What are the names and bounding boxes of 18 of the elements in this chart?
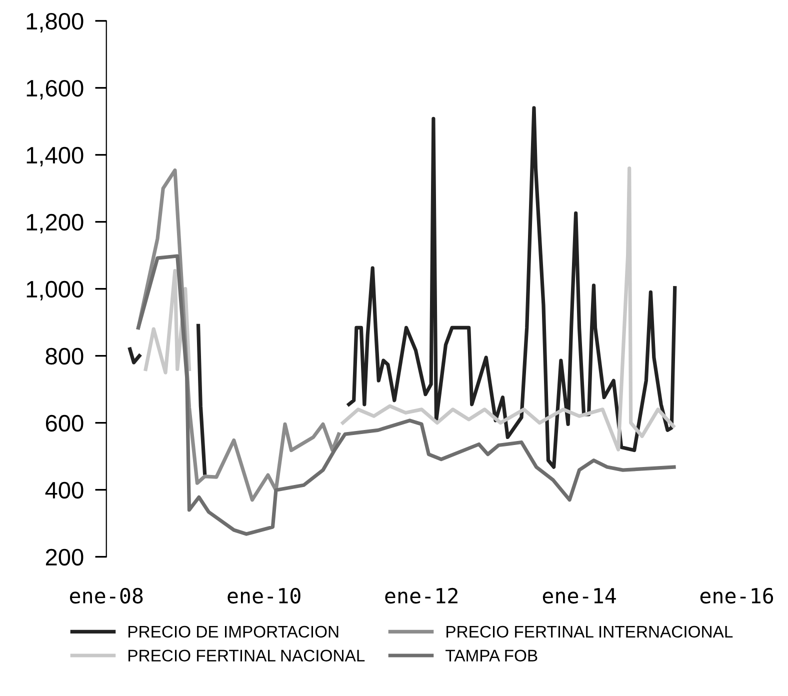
y-tick-label: 600 (46, 414, 84, 432)
x-tick-label: ene-12 (385, 588, 458, 604)
y-tick-label: 1,400 (26, 146, 84, 166)
x-tick-label: ene-10 (228, 588, 300, 604)
y-tick-label: 1,200 (26, 214, 84, 234)
x-tick-label: ene-14 (542, 588, 616, 604)
legend-label: PRECIO DE IMPORTACION (128, 626, 338, 638)
legend-label: TAMPA FOB (446, 650, 538, 662)
y-tick-label: 1,000 (26, 280, 84, 300)
legend-label: PRECIO FERTINAL NACIONAL (128, 650, 365, 662)
y-tick-label: 200 (46, 548, 84, 566)
x-tick-label: ene-16 (700, 588, 774, 604)
y-tick-label: 400 (45, 482, 84, 499)
y-tick-label: 1,600 (26, 80, 84, 100)
legend-label: PRECIO FERTINAL INTERNACIONAL (446, 626, 733, 638)
y-tick-label: 1,800 (26, 12, 84, 32)
y-tick-label: 800 (46, 348, 84, 365)
x-tick-label: ene-08 (70, 588, 143, 604)
